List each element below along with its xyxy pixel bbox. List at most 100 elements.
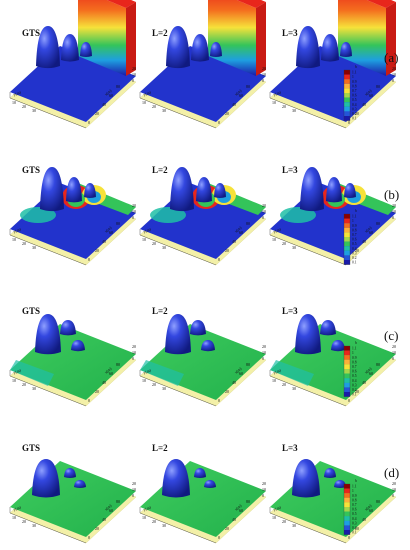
wave-wash <box>280 207 316 223</box>
colorbar-2: h 1.110.90.80.70.60.50.40.30.20.1 <box>343 341 357 397</box>
small-hump <box>331 340 345 352</box>
colorbar-swatch <box>344 237 350 242</box>
colorbar-tick: 0.7 <box>352 89 357 93</box>
x-axis-label: x(m) <box>233 88 243 97</box>
y-axis-label: y(m) <box>13 226 23 234</box>
water-wall-top <box>236 0 266 8</box>
colorbar-swatch <box>344 497 350 503</box>
colorbar-3: h 1.110.90.80.70.60.50.40.30.20.1 <box>343 479 357 535</box>
small-hump <box>201 340 215 352</box>
side-tick-label: 20 <box>392 203 396 208</box>
y-tick-label: 30 <box>162 108 166 113</box>
small-hump <box>210 42 222 58</box>
shallow-zone <box>10 360 54 386</box>
mid-hump <box>326 177 342 203</box>
mid-hump <box>191 34 209 62</box>
x-tick-label: 20 <box>355 389 359 394</box>
colorbar-frame <box>343 345 351 397</box>
water-wall-top <box>106 0 136 8</box>
small-hump <box>334 480 346 489</box>
colorbar-swatch <box>344 83 350 89</box>
colorbar-tick: 1.1 <box>352 347 357 351</box>
x-tick-label: 40 <box>232 239 236 244</box>
colorbar-frame <box>343 69 351 121</box>
row-label: (d) <box>384 465 399 480</box>
x-axis-label: x(m) <box>103 225 113 234</box>
colorbar-frame <box>343 483 351 535</box>
colorbar-swatch <box>344 530 350 535</box>
side-tick-label: 10 <box>392 350 396 355</box>
mid-hump <box>321 34 339 62</box>
side-tick-label: 10 <box>262 487 266 492</box>
colorbar-tick: 0.8 <box>352 498 357 502</box>
x-axis-line <box>139 375 217 407</box>
y-tick-label: 30 <box>162 523 166 528</box>
y-axis-label: y(m) <box>143 226 153 234</box>
large-hump <box>162 459 190 498</box>
colorbar-tick: 0.9 <box>352 494 357 498</box>
colorbar-tick: 0.4 <box>352 517 357 521</box>
y-tick-label: 10 <box>12 100 16 105</box>
colorbar-swatch <box>344 369 350 374</box>
x-tick-label: 80 <box>246 221 250 226</box>
x-tick-label: 80 <box>376 499 380 504</box>
y-tick-label: 20 <box>152 382 156 387</box>
y-tick-label: 10 <box>272 100 276 105</box>
colorbar-0: h 1.110.90.80.70.60.50.40.30.20.1 <box>343 65 357 121</box>
x-axis-line <box>9 234 87 266</box>
colorbar-tick: 0.1 <box>352 261 357 265</box>
colorbar-tick: 1.1 <box>352 215 357 219</box>
colorbar-swatch <box>344 74 350 80</box>
colorbar-swatch <box>344 520 350 526</box>
side-tick-label: 20 <box>132 203 136 208</box>
x-tick-label: 80 <box>116 362 120 367</box>
x-tick-label: 40 <box>232 102 236 107</box>
x-tick-label: 20 <box>225 111 229 116</box>
y-tick-label: 30 <box>162 386 166 391</box>
side-tick-label: 20 <box>262 66 266 71</box>
colorbar-tick: 0.8 <box>352 84 357 88</box>
y-tick-label: 20 <box>282 241 286 246</box>
y-tick-label: 10 <box>272 237 276 242</box>
colorbar-swatch <box>344 102 350 107</box>
colorbar-swatch <box>344 250 350 256</box>
colorbar-tick: 0.2 <box>352 112 357 116</box>
panel-title: GTS <box>22 306 40 316</box>
side-tick-label: 10 <box>132 350 136 355</box>
panel-title: GTS <box>22 28 40 38</box>
colorbar-swatch <box>344 218 350 224</box>
colorbar-tick: 0.6 <box>352 370 357 374</box>
colorbar-tick: 1.1 <box>352 485 357 489</box>
y-axis-label: y(m) <box>143 504 153 512</box>
panel-title: L=3 <box>282 165 298 175</box>
mid-hump <box>194 468 206 479</box>
colorbar-tick: 0.1 <box>352 531 357 535</box>
side-tick-label: 20 <box>132 66 136 71</box>
colorbar-swatch <box>344 382 350 388</box>
x-axis-label: x(m) <box>103 88 113 97</box>
colorbar-tick: 0.5 <box>352 98 357 102</box>
side-tick-label: 0 <box>132 215 134 220</box>
y-tick-label: 10 <box>142 237 146 242</box>
x-tick-label: 40 <box>362 517 366 522</box>
side-tick-label: 10 <box>132 209 136 214</box>
mid-hump <box>64 468 76 479</box>
colorbar-swatch <box>344 488 350 494</box>
colorbar-tick: 1 <box>352 351 354 355</box>
colorbar-title: h <box>355 479 357 483</box>
colorbar-tick: 0.9 <box>352 224 357 228</box>
y-tick-label: 20 <box>22 104 26 109</box>
x-tick-label: 40 <box>102 380 106 385</box>
colorbar-swatch <box>344 227 350 233</box>
colorbar-swatch <box>344 346 350 351</box>
x-axis-line <box>269 512 347 544</box>
y-tick-label: 30 <box>292 523 296 528</box>
x-axis-line <box>269 234 347 266</box>
side-tick-label: 20 <box>392 66 396 71</box>
y-tick-label: 20 <box>282 519 286 524</box>
x-tick-label: 0 <box>218 120 220 125</box>
colorbar-tick: 0.3 <box>352 383 357 387</box>
colorbar-tick: 0.1 <box>352 393 357 397</box>
